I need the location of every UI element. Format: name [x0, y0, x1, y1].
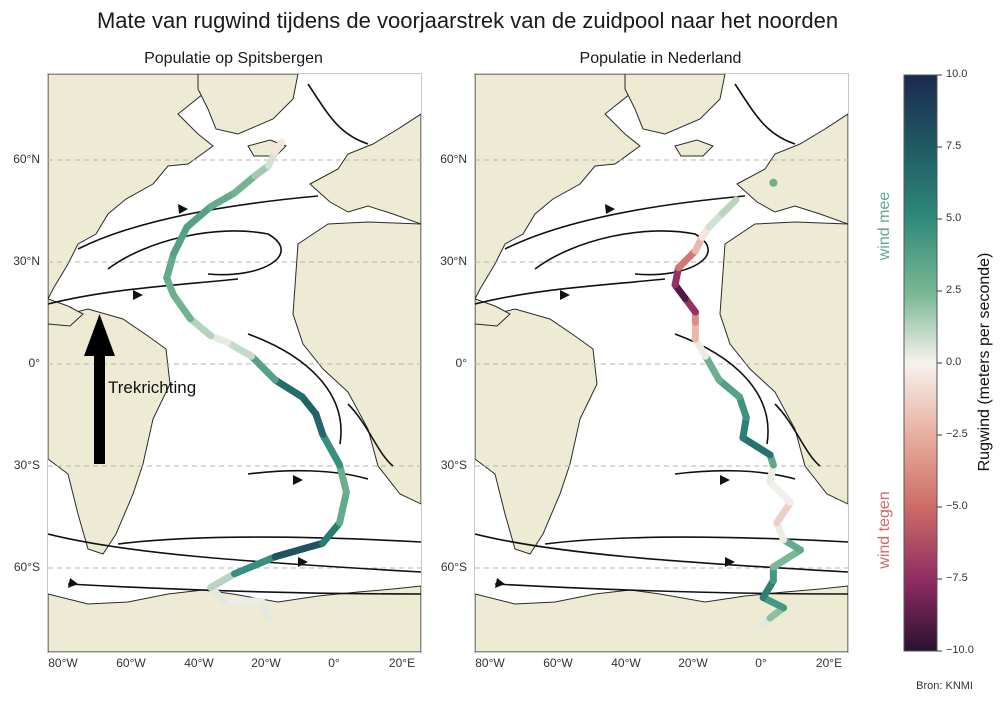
migration-direction-arrow	[84, 314, 115, 464]
north-america-landmass	[475, 74, 641, 300]
streamline-arrowheads	[68, 204, 308, 588]
track-segment	[207, 189, 238, 211]
track-segment	[271, 539, 327, 561]
wind-mee-label: wind mee	[876, 191, 893, 261]
track-segment	[319, 430, 344, 469]
lat-label: 30°N	[13, 254, 40, 268]
track-segment	[231, 553, 279, 578]
map-base	[48, 74, 421, 652]
panel-title-spitsbergen: Populatie op Spitsbergen	[144, 50, 323, 67]
lon-label: 40°W	[611, 656, 641, 670]
antarctica-landmass	[475, 585, 848, 652]
track-segment	[736, 393, 750, 421]
colorbar-tick: 10.0	[946, 68, 968, 80]
lon-label: 0°	[328, 656, 340, 670]
source-credit: Bron: KNMI	[916, 680, 973, 692]
track-segment	[207, 570, 238, 591]
colorbar-tick: −2.5	[946, 428, 968, 440]
track-segment	[702, 352, 723, 384]
track-segment	[319, 519, 344, 547]
lat-label: 30°S	[13, 458, 40, 472]
track-segment	[773, 498, 794, 527]
lon-label: 20°W	[251, 656, 281, 670]
lon-label: 60°W	[543, 656, 573, 670]
lon-label: 0°	[755, 656, 767, 670]
track-segment	[739, 434, 774, 459]
track-segment	[163, 250, 177, 282]
migration-track-nederland	[671, 178, 804, 629]
south-america-landmass	[48, 308, 171, 555]
figure-title: Mate van rugwind tijdens de voorjaarstre…	[96, 8, 839, 33]
map-base	[475, 74, 848, 652]
track-segment	[183, 203, 215, 231]
colorbar-tick: 5.0	[946, 212, 962, 224]
europe-landmass	[309, 113, 421, 225]
track-segment	[170, 291, 194, 323]
track-segment	[312, 410, 327, 438]
lat-label: 60°N	[13, 152, 40, 166]
north-america-landmass	[48, 74, 214, 300]
track-segment	[170, 223, 191, 258]
africa-landmass	[292, 221, 421, 505]
lon-label: 80°W	[475, 656, 505, 670]
track-segment	[298, 393, 320, 418]
track-segment	[336, 461, 350, 496]
lat-label: 60°S	[440, 560, 467, 574]
map-panel-spitsbergen	[47, 73, 422, 653]
track-segment	[675, 247, 699, 272]
wind-streamlines	[475, 83, 848, 595]
lat-label: 60°S	[13, 560, 40, 574]
track-segment	[231, 172, 259, 197]
track-segment	[766, 478, 794, 506]
track-segment	[759, 594, 788, 612]
colorbar-title: Rugwind (meters per seconde)	[976, 252, 993, 472]
lon-label: 80°W	[48, 656, 78, 670]
greenland-landmass	[197, 74, 299, 135]
panel-title-nederland: Populatie in Nederland	[579, 50, 742, 67]
iceland-landmass	[674, 139, 714, 157]
track-segment	[719, 196, 740, 217]
wind-tegen-label: wind tegen	[876, 491, 893, 569]
lat-label: 0°	[28, 356, 40, 370]
streamline-arrowheads	[495, 204, 735, 588]
africa-landmass	[719, 221, 848, 505]
greenland-landmass	[624, 74, 726, 135]
lon-label: 40°W	[184, 656, 214, 670]
map-panel-nederland	[474, 73, 849, 653]
colorbar-tick: −10.0	[946, 644, 974, 656]
central-america-landmass	[48, 298, 84, 327]
antarctica-landmass	[48, 585, 421, 652]
lon-label: 20°W	[678, 656, 708, 670]
wind-streamlines	[48, 83, 421, 595]
europe-landmass	[736, 113, 848, 225]
colorbar-tick: 7.5	[946, 140, 962, 152]
colorbar-tick: 2.5	[946, 284, 962, 296]
track-segment	[248, 352, 279, 384]
track-segment	[769, 546, 804, 571]
south-america-landmass	[475, 308, 598, 555]
track-segment	[271, 138, 286, 156]
colorbar	[903, 74, 942, 652]
colorbar-tick: −5.0	[946, 500, 968, 512]
track-segment	[715, 376, 743, 401]
lat-label: 60°N	[440, 152, 467, 166]
migration-track-spitsbergen	[163, 138, 350, 622]
track-segment	[336, 488, 350, 527]
lon-label: 20°E	[815, 656, 843, 670]
lon-label: 60°W	[116, 656, 146, 670]
lat-label: 30°S	[440, 458, 467, 472]
arrow-label-trekrichting: Trekrichting	[108, 378, 197, 397]
track-end-marker	[769, 178, 778, 187]
lat-label: 0°	[455, 356, 467, 370]
lon-label: 20°E	[388, 656, 416, 670]
track-segment	[271, 376, 306, 401]
track-segment	[186, 315, 215, 340]
lat-label: 30°N	[440, 254, 467, 268]
central-america-landmass	[475, 298, 511, 327]
colorbar-tick: −7.5	[946, 572, 968, 584]
colorbar-tick: 0.0	[946, 356, 962, 368]
track-segment	[224, 339, 255, 360]
